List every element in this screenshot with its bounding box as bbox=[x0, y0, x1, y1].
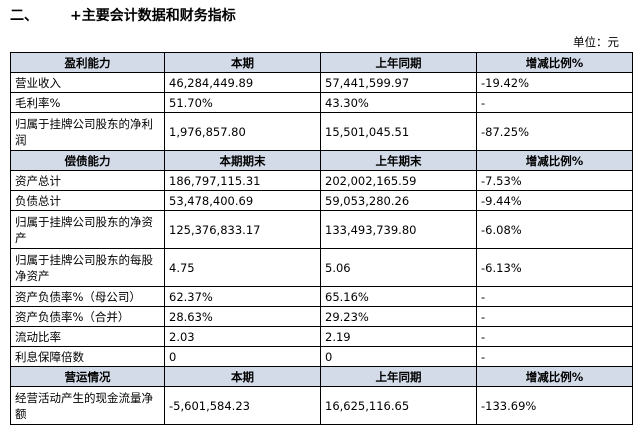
table-row: 资产总计 186,797,115.31 202,002,165.59 -7.53… bbox=[10, 170, 633, 191]
header-cell: 上年同期 bbox=[320, 366, 477, 387]
row-label: 毛利率% bbox=[10, 92, 165, 113]
current-value: 53,478,400.69 bbox=[164, 190, 321, 211]
current-value: 1,976,857.80 bbox=[164, 112, 321, 151]
header-cell: 盈利能力 bbox=[10, 52, 165, 73]
change-value: -9.44% bbox=[476, 190, 633, 211]
table-row: 归属于挂牌公司股东的净资产 125,376,833.17 133,493,739… bbox=[10, 210, 633, 249]
change-value: - bbox=[476, 326, 633, 347]
change-value: -7.53% bbox=[476, 170, 633, 191]
row-label: 营业收入 bbox=[10, 72, 165, 93]
change-value: -6.08% bbox=[476, 210, 633, 249]
table-row: 资产负债率%（合并） 28.63% 29.23% - bbox=[10, 306, 633, 327]
section-number: 二、 bbox=[10, 8, 38, 24]
header-cell: 增减比例% bbox=[476, 150, 633, 171]
prior-value: 133,493,739.80 bbox=[320, 210, 477, 249]
row-label: 流动比率 bbox=[10, 326, 165, 347]
prior-value: 29.23% bbox=[320, 306, 477, 327]
change-value: -133.69% bbox=[476, 386, 633, 425]
section-header-row: 营运情况 本期 上年同期 增减比例% bbox=[10, 366, 633, 387]
change-value: - bbox=[476, 346, 633, 367]
current-value: 4.75 bbox=[164, 248, 321, 287]
change-value: -19.42% bbox=[476, 72, 633, 93]
change-value: -6.13% bbox=[476, 248, 633, 287]
section-title: +主要会计数据和财务指标 bbox=[70, 8, 236, 24]
row-label: 归属于挂牌公司股东的每股净资产 bbox=[10, 248, 165, 287]
header-cell: 增减比例% bbox=[476, 52, 633, 73]
row-label: 归属于挂牌公司股东的净资产 bbox=[10, 210, 165, 249]
table-row: 经营活动产生的现金流量净额 -5,601,584.23 16,625,116.6… bbox=[10, 386, 633, 425]
header-cell: 增减比例% bbox=[476, 366, 633, 387]
unit-label: 单位：元 bbox=[573, 35, 619, 49]
current-value: -5,601,584.23 bbox=[164, 386, 321, 425]
table-row: 归属于挂牌公司股东的每股净资产 4.75 5.06 -6.13% bbox=[10, 248, 633, 287]
header-cell: 偿债能力 bbox=[10, 150, 165, 171]
current-value: 46,284,449.89 bbox=[164, 72, 321, 93]
row-label: 负债总计 bbox=[10, 190, 165, 211]
change-value: - bbox=[476, 306, 633, 327]
row-label: 经营活动产生的现金流量净额 bbox=[10, 386, 165, 425]
section-header-row: 偿债能力 本期期末 上年期末 增减比例% bbox=[10, 150, 633, 171]
prior-value: 43.30% bbox=[320, 92, 477, 113]
row-label: 利息保障倍数 bbox=[10, 346, 165, 367]
row-label: 资产总计 bbox=[10, 170, 165, 191]
header-cell: 本期 bbox=[164, 366, 321, 387]
row-label: 归属于挂牌公司股东的净利润 bbox=[10, 112, 165, 151]
table-row: 负债总计 53,478,400.69 59,053,280.26 -9.44% bbox=[10, 190, 633, 211]
current-value: 186,797,115.31 bbox=[164, 170, 321, 191]
row-label: 资产负债率%（母公司） bbox=[10, 286, 165, 307]
header-cell: 上年期末 bbox=[320, 150, 477, 171]
prior-value: 59,053,280.26 bbox=[320, 190, 477, 211]
prior-value: 15,501,045.51 bbox=[320, 112, 477, 151]
table-row: 资产负债率%（母公司） 62.37% 65.16% - bbox=[10, 286, 633, 307]
change-value: -87.25% bbox=[476, 112, 633, 151]
current-value: 62.37% bbox=[164, 286, 321, 307]
current-value: 0 bbox=[164, 346, 321, 367]
financial-indicators-table: 盈利能力 本期 上年同期 增减比例% 营业收入 46,284,449.89 57… bbox=[10, 52, 633, 425]
table-row: 利息保障倍数 0 0 - bbox=[10, 346, 633, 367]
table-row: 流动比率 2.03 2.19 - bbox=[10, 326, 633, 347]
change-value: - bbox=[476, 92, 633, 113]
section-header-row: 盈利能力 本期 上年同期 增减比例% bbox=[10, 52, 633, 73]
current-value: 51.70% bbox=[164, 92, 321, 113]
prior-value: 2.19 bbox=[320, 326, 477, 347]
header-cell: 上年同期 bbox=[320, 52, 477, 73]
row-label: 资产负债率%（合并） bbox=[10, 306, 165, 327]
current-value: 2.03 bbox=[164, 326, 321, 347]
section-heading: 二、 +主要会计数据和财务指标 bbox=[10, 5, 236, 25]
table-row: 毛利率% 51.70% 43.30% - bbox=[10, 92, 633, 113]
table-row: 归属于挂牌公司股东的净利润 1,976,857.80 15,501,045.51… bbox=[10, 112, 633, 151]
prior-value: 16,625,116.65 bbox=[320, 386, 477, 425]
header-cell: 本期期末 bbox=[164, 150, 321, 171]
change-value: - bbox=[476, 286, 633, 307]
current-value: 28.63% bbox=[164, 306, 321, 327]
table-row: 营业收入 46,284,449.89 57,441,599.97 -19.42% bbox=[10, 72, 633, 93]
prior-value: 202,002,165.59 bbox=[320, 170, 477, 191]
prior-value: 65.16% bbox=[320, 286, 477, 307]
prior-value: 5.06 bbox=[320, 248, 477, 287]
header-cell: 本期 bbox=[164, 52, 321, 73]
prior-value: 0 bbox=[320, 346, 477, 367]
current-value: 125,376,833.17 bbox=[164, 210, 321, 249]
header-cell: 营运情况 bbox=[10, 366, 165, 387]
prior-value: 57,441,599.97 bbox=[320, 72, 477, 93]
